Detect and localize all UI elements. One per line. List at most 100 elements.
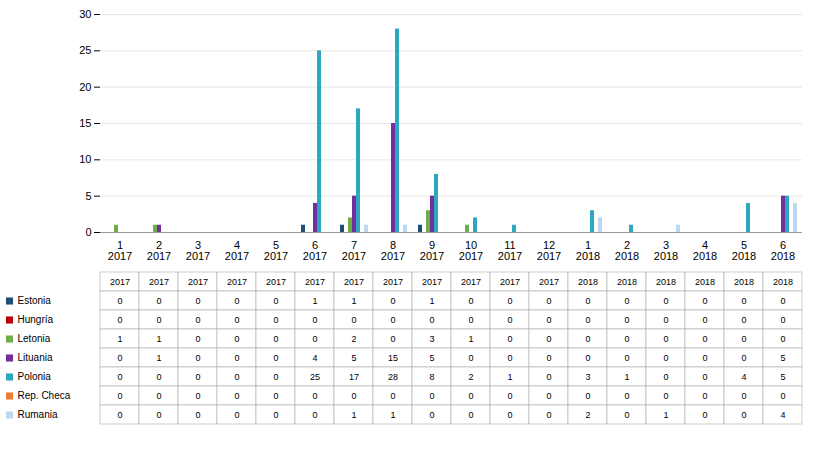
svg-text:0: 0: [624, 334, 629, 344]
svg-text:0: 0: [390, 296, 395, 306]
svg-text:15: 15: [388, 353, 398, 363]
svg-text:0: 0: [702, 334, 707, 344]
svg-text:0: 0: [312, 334, 317, 344]
svg-text:0: 0: [702, 410, 707, 420]
svg-text:0: 0: [156, 296, 161, 306]
svg-text:0: 0: [195, 315, 200, 325]
svg-text:0: 0: [429, 410, 434, 420]
svg-text:0: 0: [468, 353, 473, 363]
svg-text:0: 0: [585, 353, 590, 363]
svg-text:0: 0: [234, 296, 239, 306]
svg-text:0: 0: [468, 296, 473, 306]
svg-text:12017: 12017: [108, 239, 132, 262]
svg-text:0: 0: [117, 410, 122, 420]
svg-text:0: 0: [546, 353, 551, 363]
svg-text:0: 0: [546, 391, 551, 401]
svg-text:0: 0: [273, 410, 278, 420]
svg-text:12018: 12018: [576, 239, 600, 262]
svg-text:2: 2: [351, 334, 356, 344]
svg-text:0: 0: [507, 410, 512, 420]
svg-text:0: 0: [195, 410, 200, 420]
svg-text:0: 0: [780, 391, 785, 401]
svg-text:2: 2: [585, 410, 590, 420]
svg-text:92017: 92017: [420, 239, 444, 262]
svg-text:5: 5: [429, 353, 434, 363]
svg-text:0: 0: [507, 334, 512, 344]
svg-text:0: 0: [507, 391, 512, 401]
svg-text:22018: 22018: [615, 239, 639, 262]
svg-text:0: 0: [85, 226, 91, 238]
svg-text:0: 0: [195, 334, 200, 344]
svg-text:0: 0: [624, 410, 629, 420]
svg-text:112017: 112017: [498, 239, 522, 262]
svg-text:2018: 2018: [617, 277, 637, 287]
svg-text:0: 0: [390, 334, 395, 344]
svg-text:0: 0: [234, 372, 239, 382]
svg-text:122017: 122017: [537, 239, 561, 262]
svg-text:15: 15: [79, 117, 91, 129]
svg-text:2018: 2018: [773, 277, 793, 287]
svg-text:10: 10: [79, 153, 91, 165]
svg-text:0: 0: [156, 372, 161, 382]
svg-text:0: 0: [507, 296, 512, 306]
svg-text:82017: 82017: [381, 239, 405, 262]
svg-text:Letonia: Letonia: [18, 333, 51, 344]
svg-text:42017: 42017: [225, 239, 249, 262]
svg-text:0: 0: [663, 315, 668, 325]
svg-text:4: 4: [741, 372, 746, 382]
svg-text:62018: 62018: [771, 239, 795, 262]
svg-text:0: 0: [585, 315, 590, 325]
svg-text:1: 1: [507, 372, 512, 382]
svg-text:0: 0: [546, 410, 551, 420]
svg-text:1: 1: [312, 296, 317, 306]
svg-text:22017: 22017: [147, 239, 171, 262]
svg-text:1: 1: [624, 372, 629, 382]
svg-text:1: 1: [351, 410, 356, 420]
svg-text:0: 0: [702, 391, 707, 401]
svg-text:2017: 2017: [149, 277, 169, 287]
svg-text:0: 0: [702, 372, 707, 382]
svg-text:1: 1: [117, 334, 122, 344]
svg-text:2017: 2017: [266, 277, 286, 287]
svg-text:2017: 2017: [305, 277, 325, 287]
svg-text:1: 1: [468, 334, 473, 344]
svg-text:2: 2: [468, 372, 473, 382]
svg-text:0: 0: [546, 334, 551, 344]
svg-text:5: 5: [85, 190, 91, 202]
svg-text:0: 0: [429, 315, 434, 325]
svg-text:2018: 2018: [695, 277, 715, 287]
svg-text:2017: 2017: [344, 277, 364, 287]
svg-text:0: 0: [234, 315, 239, 325]
svg-text:2017: 2017: [110, 277, 130, 287]
svg-text:17: 17: [349, 372, 359, 382]
svg-text:5: 5: [780, 353, 785, 363]
svg-text:0: 0: [468, 391, 473, 401]
svg-text:1: 1: [156, 334, 161, 344]
svg-text:0: 0: [312, 391, 317, 401]
svg-text:0: 0: [273, 334, 278, 344]
svg-text:0: 0: [507, 353, 512, 363]
svg-text:0: 0: [312, 315, 317, 325]
svg-text:Hungría: Hungría: [18, 314, 54, 325]
svg-text:0: 0: [546, 315, 551, 325]
svg-text:2017: 2017: [227, 277, 247, 287]
svg-text:72017: 72017: [342, 239, 366, 262]
svg-text:Lituania: Lituania: [18, 352, 53, 363]
svg-text:1: 1: [351, 296, 356, 306]
svg-text:0: 0: [780, 334, 785, 344]
svg-text:1: 1: [156, 353, 161, 363]
svg-text:0: 0: [624, 353, 629, 363]
svg-text:0: 0: [429, 391, 434, 401]
svg-text:0: 0: [468, 315, 473, 325]
svg-text:32018: 32018: [654, 239, 678, 262]
svg-text:4: 4: [780, 410, 785, 420]
svg-text:0: 0: [195, 391, 200, 401]
svg-text:0: 0: [273, 353, 278, 363]
svg-text:25: 25: [310, 372, 320, 382]
svg-text:8: 8: [429, 372, 434, 382]
svg-text:0: 0: [468, 410, 473, 420]
svg-text:0: 0: [234, 391, 239, 401]
svg-text:3: 3: [585, 372, 590, 382]
svg-text:0: 0: [702, 296, 707, 306]
svg-text:0: 0: [117, 372, 122, 382]
